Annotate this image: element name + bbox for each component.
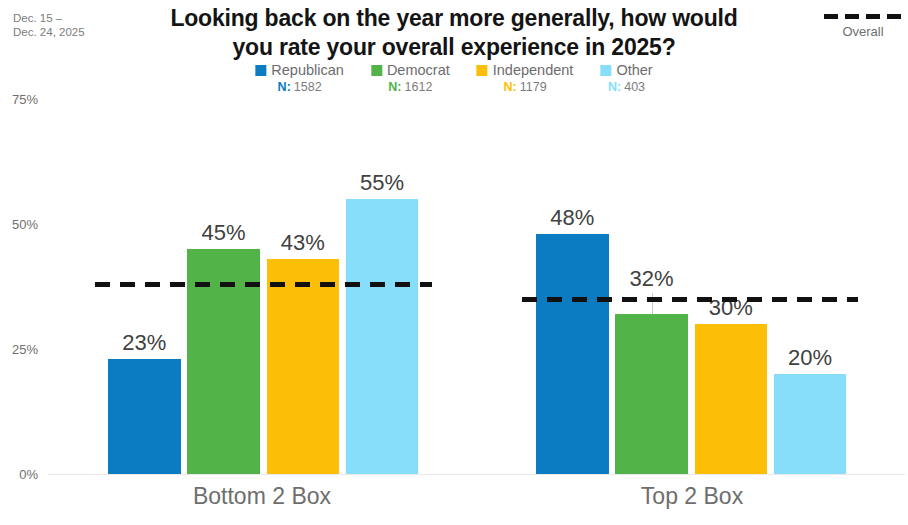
y-axis-tick-0%: 0%: [0, 468, 38, 481]
legend-swatch-icon: [477, 65, 488, 76]
overall-dashed-line-bottom-2-box: [95, 282, 432, 287]
bar-other-top-2-box: [774, 374, 847, 474]
legend-item-other: Other N:403: [600, 62, 652, 94]
group-label-top-2-box: Top 2 Box: [532, 484, 852, 508]
legend-n-value: 1582: [294, 80, 322, 94]
legend-n-prefix: N:: [504, 80, 517, 94]
bar-value-label: 32%: [605, 267, 698, 291]
dashed-line-icon: [824, 14, 902, 19]
series-legend: RepublicanN:1582DemocratN:1612Independen…: [255, 62, 652, 94]
bar-republican-bottom-2-box: [108, 359, 181, 474]
bar-value-label: 20%: [764, 346, 857, 370]
legend-swatch-icon: [600, 65, 611, 76]
bar-value-label: 23%: [98, 331, 191, 355]
legend-sample-size: N:403: [608, 80, 645, 94]
bar-value-label: 43%: [257, 231, 350, 255]
legend-swatch-icon: [255, 65, 266, 76]
legend-item-democrat: Democrat N: 1612: [371, 62, 450, 94]
legend-sample-size: N:1179: [504, 80, 547, 94]
chart-title-line2: you rate your overall experience in 2025…: [232, 34, 675, 60]
legend-item-independent: Independent N:1179: [477, 62, 574, 94]
overall-dashed-line-top-2-box: [522, 297, 858, 302]
y-axis-tick-75%: 75%: [0, 93, 38, 106]
legend-n-prefix: N:: [278, 80, 291, 94]
legend-item-republican: Republican N:1582: [255, 62, 344, 94]
legend-sample-size: N:1582: [278, 80, 322, 94]
bar-democrat-top-2-box: [615, 314, 688, 474]
chart-title-line1: Looking back on the year more generally,…: [170, 5, 737, 31]
legend-label-row: Other: [600, 62, 652, 78]
bar-other-bottom-2-box: [346, 199, 419, 474]
bar-independent-top-2-box: [695, 324, 768, 474]
chart-title: Looking back on the year more generally,…: [74, 4, 834, 62]
legend-n-prefix: N:: [608, 80, 621, 94]
y-axis-tick-50%: 50%: [0, 218, 38, 231]
bar-republican-top-2-box: [536, 234, 609, 474]
legend-n-value: 1612: [405, 80, 433, 94]
bar-independent-bottom-2-box: [267, 259, 340, 474]
chart-canvas: Dec. 15 – Dec. 24, 2025 Looking back on …: [0, 0, 908, 525]
group-label-bottom-2-box: Bottom 2 Box: [102, 484, 422, 508]
overall-line-legend: Overall: [823, 14, 903, 39]
legend-n-prefix: N:: [388, 80, 401, 94]
y-axis-tick-25%: 25%: [0, 343, 38, 356]
overall-legend-label: Overall: [823, 24, 903, 39]
legend-n-value: 1179: [520, 80, 547, 94]
legend-n-value: 403: [624, 80, 645, 94]
legend-label: Democrat: [387, 62, 450, 78]
legend-swatch-icon: [371, 65, 382, 76]
legend-label: Independent: [493, 62, 574, 78]
legend-label: Other: [616, 62, 652, 78]
legend-label-row: Independent: [477, 62, 574, 78]
legend-label-row: Democrat: [371, 62, 450, 78]
bar-value-label: 48%: [526, 206, 619, 230]
legend-label: Republican: [271, 62, 344, 78]
legend-sample-size: N: 1612: [388, 80, 432, 94]
legend-label-row: Republican: [255, 62, 344, 78]
bar-value-label: 55%: [336, 171, 429, 195]
